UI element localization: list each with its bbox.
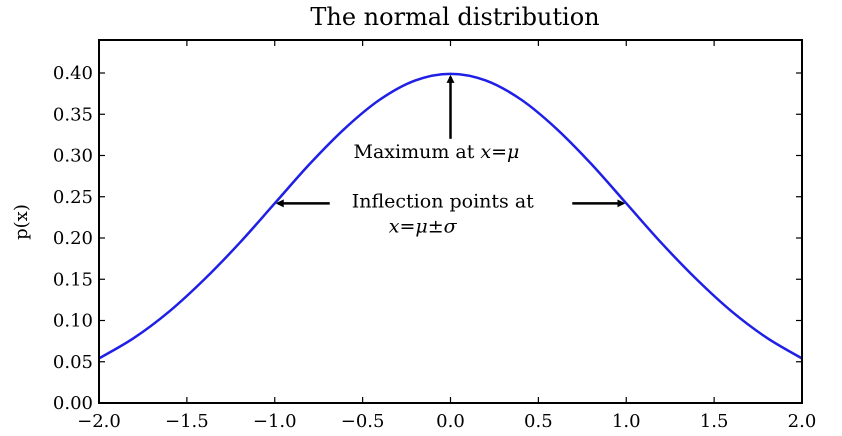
x-tick-label: −1.0 [253, 411, 297, 432]
x-tick-label: 2.0 [788, 411, 817, 432]
y-tick-label: 0.25 [53, 187, 93, 208]
y-tick-label: 0.40 [53, 63, 93, 84]
x-tick-label: −2.0 [77, 411, 121, 432]
x-tick-label: 1.0 [612, 411, 641, 432]
curve-layer [98, 72, 803, 360]
y-tick-label: 0.20 [53, 228, 93, 249]
x-tick-label: 1.5 [700, 411, 729, 432]
y-tick-label: 0.15 [53, 269, 93, 290]
y-tick-label: 0.05 [53, 352, 93, 373]
annotation-maximum-label: Maximum at x=μ [354, 141, 520, 163]
y-axis-label: p(x) [11, 204, 32, 240]
y-tick-label: 0.35 [53, 104, 93, 125]
x-tick-label: 0.0 [436, 411, 465, 432]
annotation-inflection-label: Inflection points at [352, 190, 534, 212]
y-tick-label: 0.30 [53, 146, 93, 167]
x-tick-label: −1.5 [165, 411, 209, 432]
annotation-layer: Maximum at x=μ Inflection points at x=μ±… [275, 74, 626, 237]
series-line-0 [98, 72, 803, 360]
chart-title: The normal distribution [310, 3, 599, 31]
annotation-inflection-math: x=μ±σ [389, 215, 458, 237]
x-tick-label: −0.5 [341, 411, 385, 432]
plot-frame [98, 39, 803, 404]
y-tick-label: 0.10 [53, 311, 93, 332]
y-tick-label: 0.00 [53, 393, 93, 414]
tick-layer: −2.0 −1.5 −1.0 −0.5 0.0 0.5 1.0 1.5 2.0 0.00 0.05 0… [53, 40, 816, 432]
x-tick-label: 0.5 [524, 411, 553, 432]
